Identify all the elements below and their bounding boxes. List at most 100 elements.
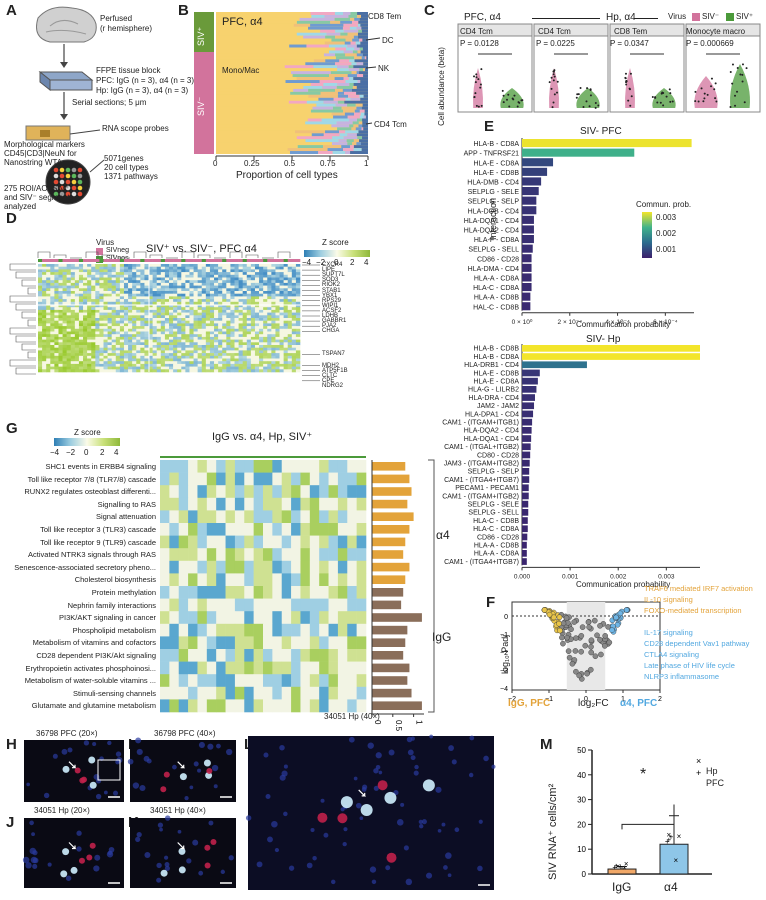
- heatmap-cell: [201, 363, 207, 367]
- heatmap-cell: [238, 361, 243, 365]
- heatmap-cell: [246, 320, 252, 324]
- heatmap-cell: [328, 623, 339, 637]
- interaction-bar: [522, 196, 537, 205]
- heatmap-cell: [38, 339, 43, 343]
- composition-segment: [362, 121, 368, 125]
- heatmap-cell: [107, 334, 112, 338]
- heatmap-cell: [283, 296, 289, 300]
- heatmap-cell: [272, 674, 283, 688]
- heatmap-cell: [214, 301, 219, 305]
- heatmap-cell: [309, 623, 320, 637]
- heatmap-cell: [123, 272, 129, 276]
- heatmap-cell: [193, 304, 198, 308]
- heatmap-cell: [263, 497, 273, 511]
- volcano-point: [591, 617, 598, 624]
- heatmap-cell: [259, 361, 264, 365]
- heatmap-cell: [70, 288, 76, 292]
- heatmap-cell: [156, 345, 162, 348]
- heatmap-cell: [103, 336, 108, 340]
- heatmap-cell: [119, 315, 125, 319]
- heatmap-cell: [144, 285, 149, 289]
- interaction-label: HLA-DQA2 - CD4: [464, 228, 519, 235]
- heatmap-cell: [78, 326, 84, 330]
- composition-segment: [343, 109, 355, 113]
- heatmap-cell: [234, 312, 239, 316]
- heatmap-cell: [244, 636, 254, 650]
- heatmap-cell: [246, 274, 252, 278]
- heatmap-cell: [234, 291, 239, 294]
- heatmap-cell: [144, 299, 149, 303]
- heatmap-cell: [226, 336, 231, 340]
- violin-point: [624, 77, 627, 80]
- composition-bars: [216, 12, 368, 154]
- heatmap-cell: [222, 326, 227, 330]
- heatmap-cell: [66, 296, 72, 300]
- heatmap-cell: [99, 339, 104, 343]
- heatmap-cell: [271, 272, 276, 276]
- heatmap-cell: [263, 318, 268, 321]
- gene-label: NDRG2: [322, 382, 344, 389]
- heatmap-cell: [275, 355, 280, 359]
- heatmap-cell: [87, 366, 92, 370]
- heatmap-cell: [177, 361, 182, 365]
- heatmap-cell: [95, 266, 100, 270]
- heatmap-cell: [111, 274, 117, 278]
- heatmap-cell: [50, 326, 55, 330]
- heatmap-cell: [259, 336, 264, 340]
- heatmap-cell: [42, 345, 47, 348]
- heatmap-cell: [70, 336, 76, 340]
- heatmap-cell: [103, 366, 108, 370]
- volcano-point: [576, 672, 582, 679]
- volcano-point: [587, 666, 594, 673]
- volcano-point: [585, 619, 592, 625]
- heatmap-cell: [140, 339, 145, 343]
- heatmap-cell: [291, 497, 301, 511]
- micrograph-h: 36798 PFC (20×): [24, 740, 124, 802]
- heatmap-cell: [58, 296, 63, 300]
- heatmap-cell: [205, 361, 211, 365]
- heatmap-cell: [152, 328, 158, 332]
- heatmap-cell: [197, 358, 203, 362]
- heatmap-cell: [107, 355, 112, 359]
- heatmap-cell: [185, 312, 190, 316]
- heatmap-cell: [300, 497, 311, 511]
- heatmap-cell: [178, 523, 189, 536]
- dendrogram-branch: [9, 295, 36, 303]
- heatmap-cell: [185, 266, 190, 270]
- heatmap-cell: [123, 312, 129, 316]
- heatmap-cell: [222, 285, 227, 289]
- heatmap-cell: [226, 282, 231, 286]
- heatmap-cell: [173, 264, 178, 267]
- heatmap-cell: [91, 345, 96, 348]
- heatmap-cell: [140, 282, 145, 286]
- heatmap-cell: [111, 304, 117, 308]
- heatmap-cell: [173, 293, 178, 297]
- heatmap-cell: [95, 342, 100, 346]
- heatmap-cell: [50, 363, 55, 367]
- heatmap-cell: [107, 291, 112, 294]
- heatmap-cell: [295, 331, 301, 335]
- heatmap-cell: [201, 288, 207, 292]
- heatmap-cell: [218, 361, 223, 365]
- heatmap-cell: [295, 336, 301, 340]
- heatmap-cell: [209, 339, 215, 343]
- composition-segment: [327, 148, 344, 152]
- composition-segment: [335, 29, 344, 33]
- heatmap-cell: [209, 264, 215, 267]
- heatmap-cell: [209, 350, 215, 354]
- heatmap-cell: [38, 264, 43, 267]
- heatmap-cell: [347, 472, 357, 486]
- heatmap-cell: [169, 328, 174, 332]
- heatmap-cell: [160, 296, 166, 300]
- interaction-label: HLA-B - CD8A: [473, 354, 519, 361]
- heatmap-cell: [201, 272, 207, 276]
- heatmap-cell: [54, 301, 59, 305]
- heatmap-cell: [185, 304, 190, 308]
- heatmap-cell: [83, 361, 88, 365]
- violin-point: [665, 95, 668, 98]
- heatmap-cell: [160, 277, 166, 281]
- heatmap-cell: [132, 266, 137, 270]
- composition-segment: [289, 44, 307, 48]
- heatmap-cell: [218, 299, 223, 303]
- heatmap-cell: [128, 285, 133, 289]
